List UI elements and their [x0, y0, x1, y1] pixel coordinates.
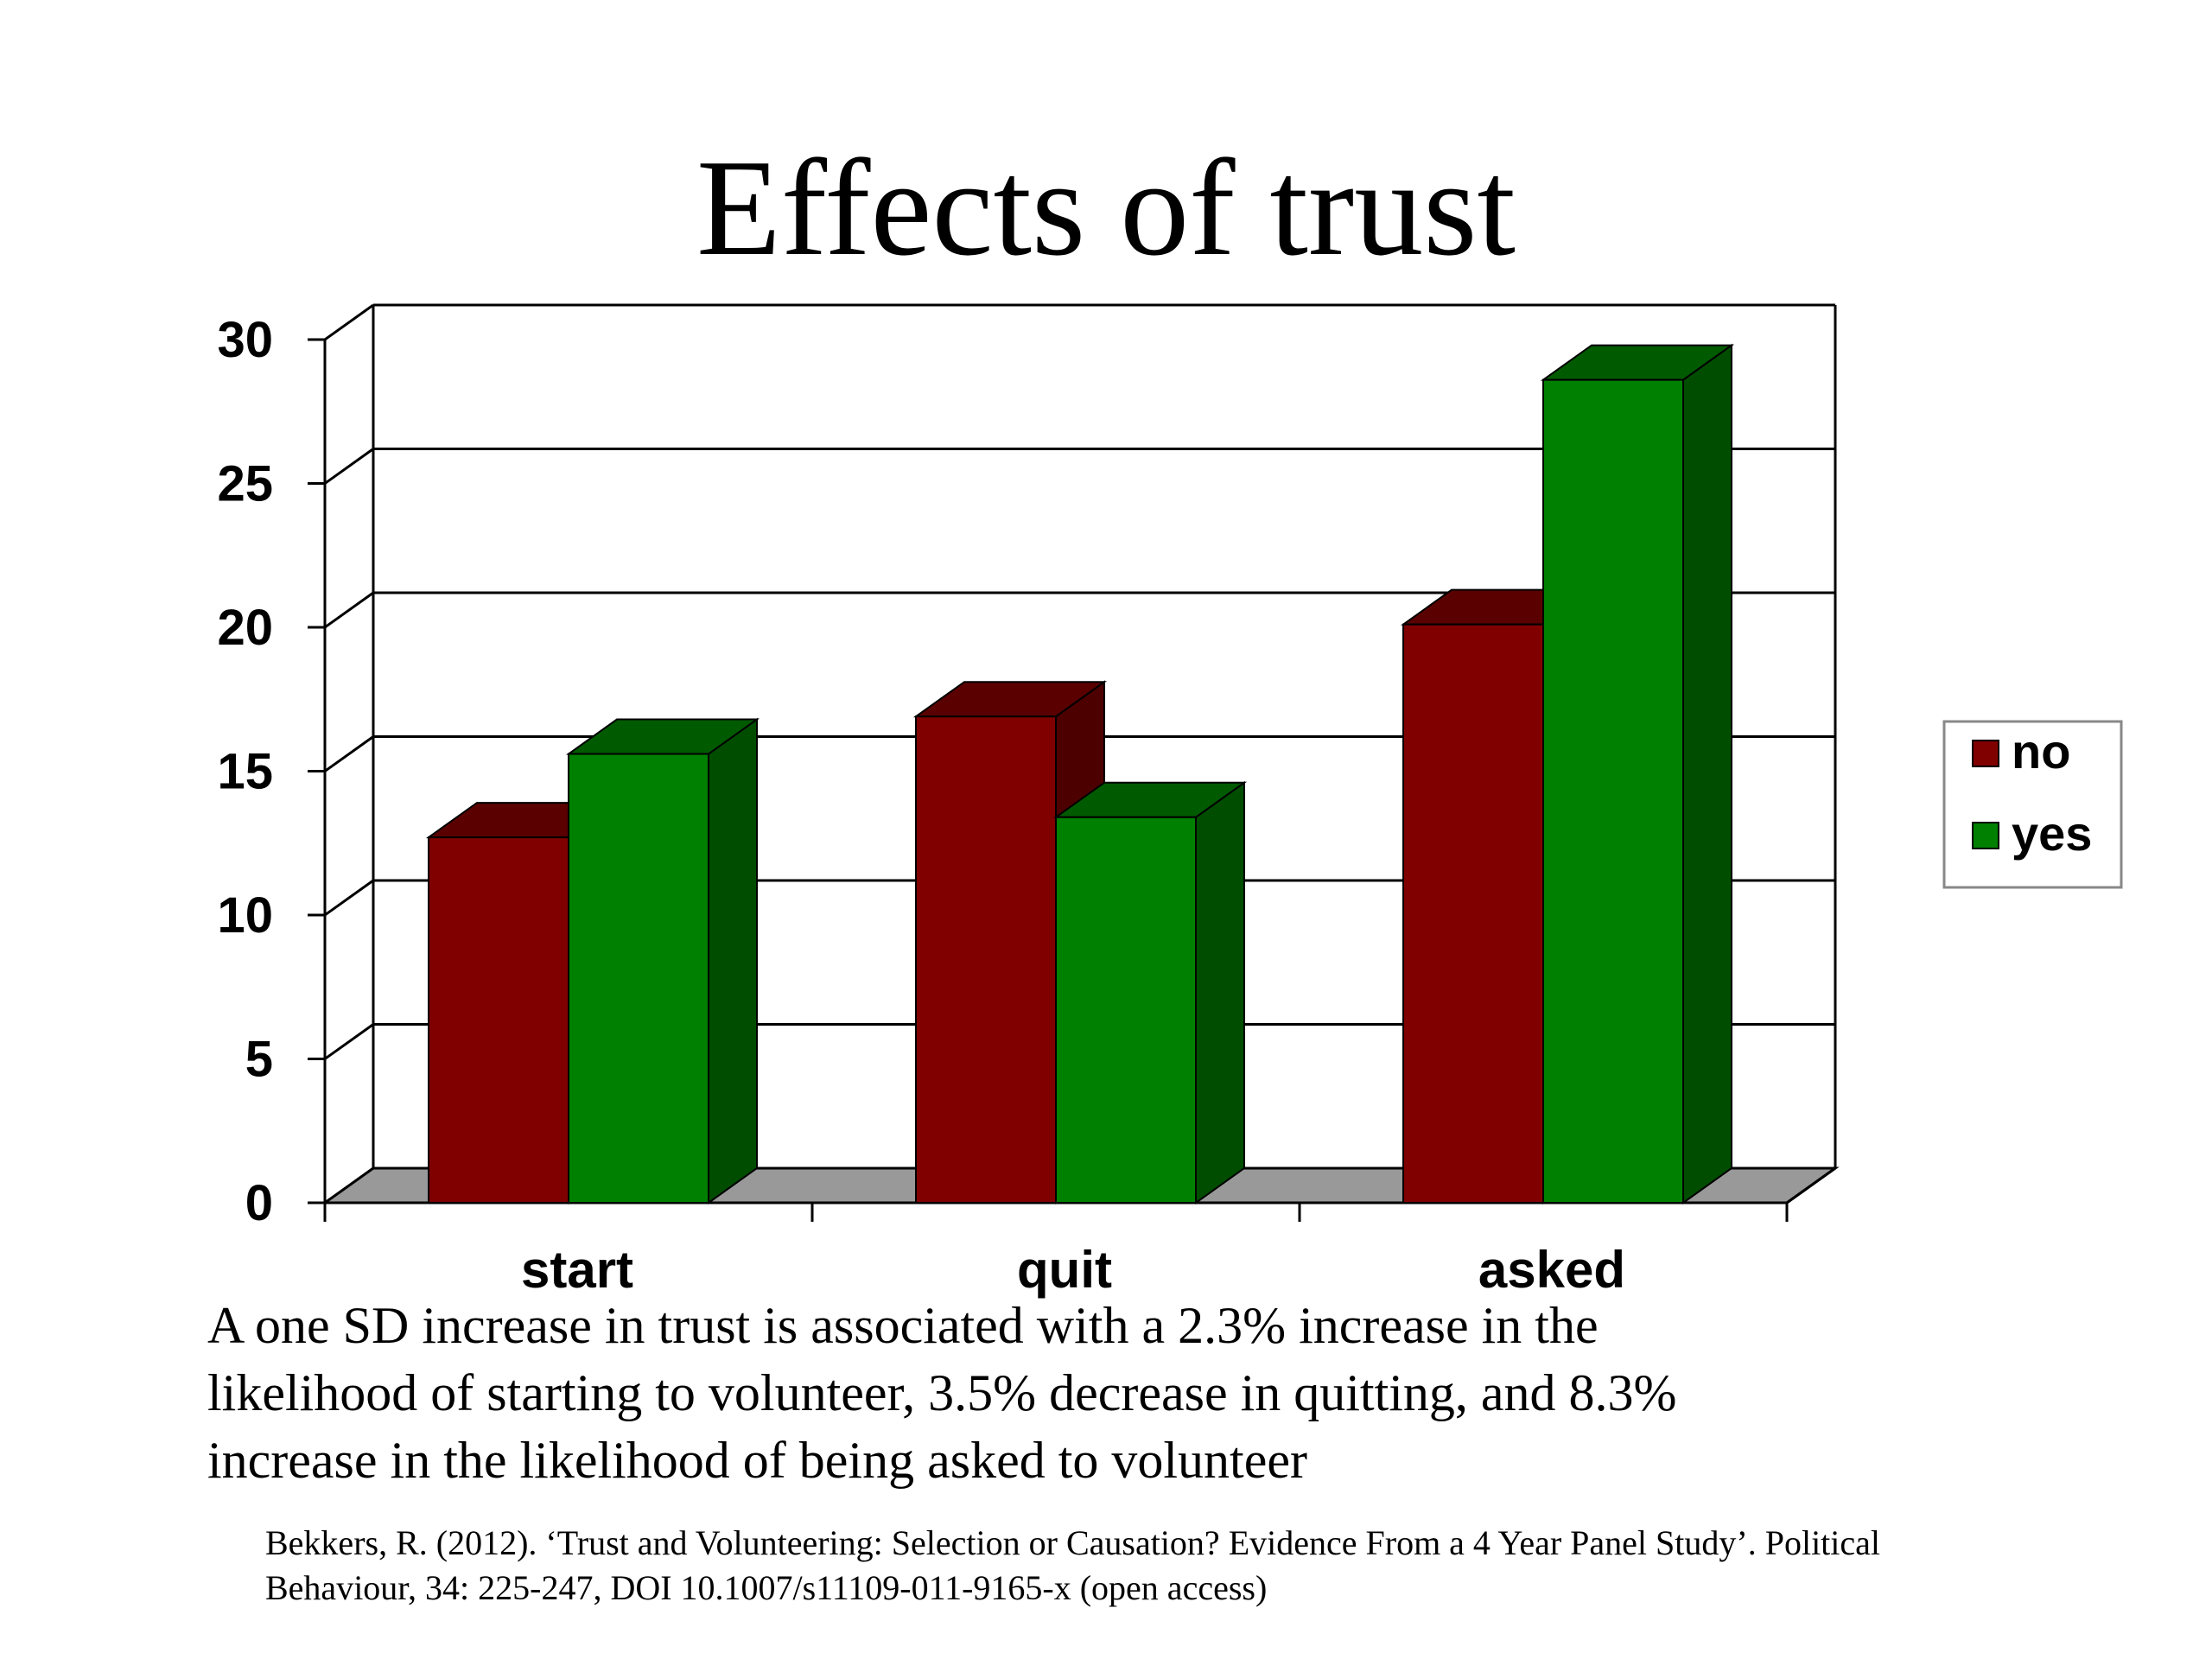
x-tick-label: start [521, 1241, 633, 1299]
legend-label: no [2012, 724, 2070, 779]
side-wall-gridline [324, 1023, 374, 1060]
caption: A one SD increase in trust is associated… [207, 1292, 2152, 1494]
citation-line: Behaviour, 34: 225-247, DOI 10.1007/s111… [265, 1568, 1268, 1607]
y-tick-label: 20 [217, 600, 273, 656]
bar-side-yes [708, 717, 758, 1205]
floor-right-edge [1786, 1166, 1836, 1205]
legend-label: yes [2012, 806, 2092, 861]
side-wall-gridline [324, 879, 374, 917]
side-wall-gridline [324, 735, 374, 772]
y-tick-label: 15 [217, 744, 273, 800]
bar-yes [568, 753, 709, 1204]
citation: Bekkers, R. (2012). ‘Trust and Volunteer… [265, 1521, 2201, 1611]
y-tick-label: 10 [217, 887, 273, 944]
y-tick-label: 25 [217, 456, 273, 512]
bar-no [428, 836, 569, 1205]
side-wall-gridline [324, 303, 374, 341]
side-wall-gridline [324, 448, 374, 485]
y-tick-label: 0 [245, 1175, 273, 1231]
bar-no [915, 715, 1057, 1204]
bar-side-yes [1682, 343, 1732, 1205]
bar-yes [1055, 816, 1197, 1205]
citation-line: Bekkers, R. (2012). ‘Trust and Volunteer… [265, 1523, 1881, 1562]
x-tick-label: quit [1017, 1241, 1112, 1299]
x-tick-label: asked [1478, 1241, 1625, 1299]
chart-layer: 0 5 10 15 20 25 30 start quit asked no yes [217, 303, 2123, 1299]
caption-line: likelihood of starting to volunteer, 3.5… [207, 1364, 1677, 1421]
y-tick-label: 5 [245, 1032, 273, 1088]
slide-title: Effects of trust [696, 130, 1516, 284]
bar-side-yes [1195, 780, 1245, 1205]
legend-swatch-yes [1972, 822, 1999, 849]
side-wall-gridline [324, 591, 374, 629]
y-tick-label: 30 [217, 312, 273, 368]
caption-line: increase in the likelihood of being aske… [207, 1432, 1307, 1489]
bar-yes [1542, 378, 1684, 1204]
caption-line: A one SD increase in trust is associated… [207, 1297, 1599, 1354]
legend-swatch-no [1972, 740, 1999, 767]
bar-no [1402, 623, 1544, 1204]
